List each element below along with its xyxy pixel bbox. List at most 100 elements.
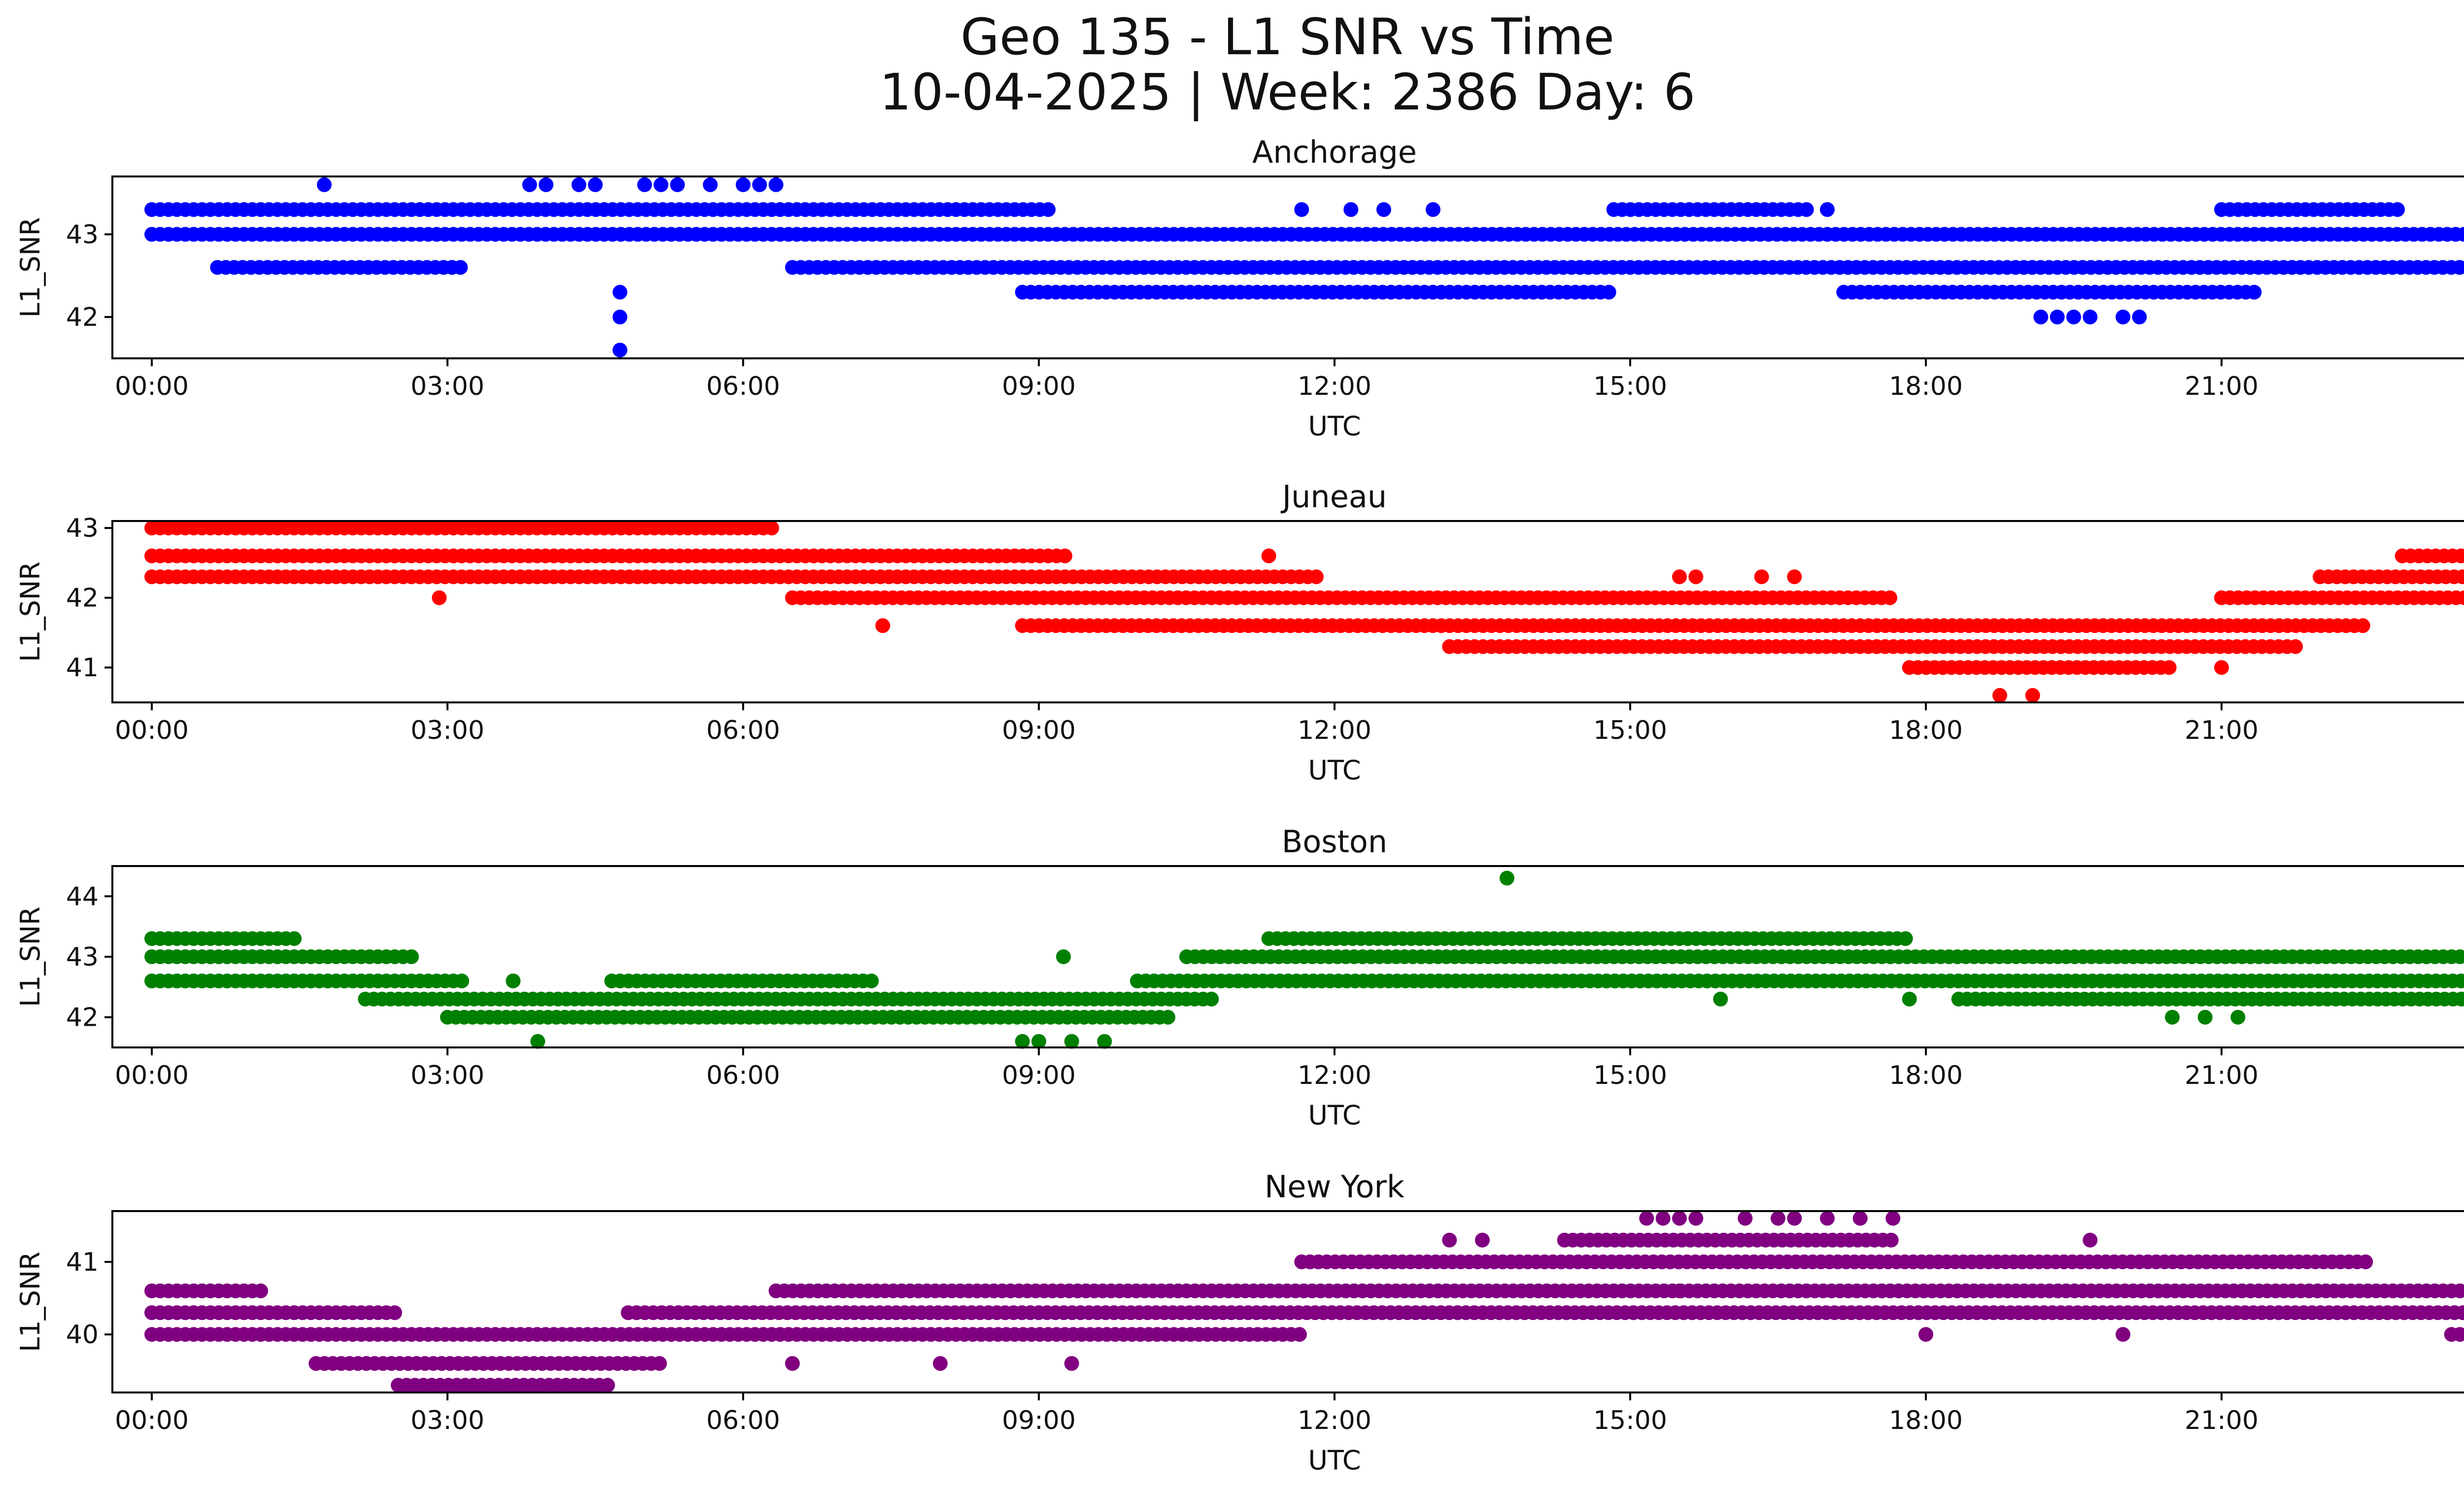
data-point [2455, 1305, 2464, 1321]
data-point [1771, 1211, 1785, 1226]
data-point [2161, 660, 2177, 675]
data-point [1688, 569, 1704, 585]
data-point [613, 310, 627, 325]
data-point [864, 973, 879, 989]
points-group [144, 1211, 2464, 1393]
figure-title-line-2: 10-04-2025 | Week: 2386 Day: 6 [879, 63, 1696, 122]
data-point [1031, 1034, 1046, 1049]
panel-title: Anchorage [1252, 134, 1417, 170]
data-point [1261, 548, 1276, 563]
data-point [454, 973, 469, 989]
data-point [785, 1356, 800, 1371]
data-point [2461, 1285, 2464, 1297]
data-point [404, 949, 419, 964]
panel-title: Juneau [1280, 479, 1387, 515]
data-point [1601, 284, 1616, 300]
data-point [317, 177, 332, 192]
data-point [1738, 1211, 1753, 1226]
chart-panel-1: Juneau 00:00 03:00 06:00 09:00 12:00 15:00 18:0… [15, 479, 2464, 786]
data-point [432, 590, 447, 605]
data-point [875, 618, 890, 633]
data-point [2461, 261, 2464, 274]
data-point [2390, 202, 2405, 217]
data-point [1294, 202, 1309, 217]
x-tick-label: 21:00 [2185, 372, 2259, 401]
x-tick-label: 09:00 [1002, 372, 1076, 401]
data-point [1754, 569, 1769, 585]
data-point [1787, 1211, 1802, 1226]
data-point [2083, 1232, 2098, 1248]
data-point [1713, 991, 1728, 1007]
panel-title: Boston [1282, 824, 1387, 860]
data-point [1161, 1009, 1175, 1025]
data-point [1500, 870, 1514, 886]
data-point [2197, 1009, 2213, 1025]
x-tick-label: 15:00 [1593, 372, 1667, 401]
data-point [2453, 548, 2464, 563]
data-point [1343, 202, 1359, 217]
figure-title-line-1: Geo 135 - L1 SNR vs Time [960, 8, 1614, 67]
y-tick-label: 41 [66, 1248, 99, 1277]
x-tick-label: 03:00 [411, 1406, 484, 1435]
y-tick-label: 44 [66, 882, 99, 911]
x-tick-label: 00:00 [115, 716, 189, 745]
y-axis-label: L1_SNR [15, 906, 46, 1007]
chart-panel-2: Boston 00:00 03:00 06:00 09:00 12:00 15:00 18:0… [15, 824, 2464, 1131]
data-point [2358, 1254, 2373, 1269]
data-point [588, 177, 603, 192]
data-point [2452, 1283, 2464, 1298]
data-point [2461, 1328, 2464, 1341]
data-point [2132, 310, 2147, 325]
y-axis-label: L1_SNR [15, 1252, 46, 1352]
data-point [1064, 1356, 1079, 1371]
data-point [2050, 310, 2065, 325]
data-point [530, 1034, 546, 1049]
data-point [703, 177, 718, 192]
chart-panel-3: New York 00:00 03:00 06:00 09:00 12:00 15:00 18… [15, 1169, 2464, 1476]
data-point [2214, 660, 2229, 675]
data-point [1898, 931, 1913, 946]
data-point [2230, 1009, 2246, 1025]
data-point [1885, 1211, 1901, 1226]
data-point [764, 521, 779, 536]
x-axis-label: UTC [1308, 1445, 1361, 1476]
points-group [144, 521, 2464, 703]
x-tick-label: 00:00 [115, 1406, 189, 1435]
data-point [1015, 1034, 1030, 1049]
data-point [2116, 1327, 2130, 1342]
data-point [2457, 590, 2464, 605]
data-point [670, 177, 685, 192]
data-point [1058, 548, 1072, 563]
data-point [1639, 1211, 1654, 1226]
x-tick-label: 09:00 [1002, 1061, 1076, 1090]
data-point [2453, 949, 2464, 964]
data-point [253, 1283, 268, 1298]
x-tick-label: 15:00 [1593, 1061, 1667, 1090]
x-tick-label: 06:00 [706, 372, 780, 401]
y-tick-label: 43 [66, 514, 99, 543]
x-tick-label: 06:00 [706, 1061, 780, 1090]
x-tick-label: 03:00 [411, 716, 484, 745]
data-point [1292, 1327, 1307, 1342]
data-point [652, 1356, 667, 1371]
data-point [2066, 310, 2081, 325]
y-tick-label: 41 [66, 653, 99, 683]
x-tick-label: 18:00 [1889, 1061, 1963, 1090]
data-point [1799, 202, 1814, 217]
data-point [2025, 688, 2040, 703]
y-tick-label: 40 [66, 1320, 99, 1350]
data-point [2454, 991, 2464, 1007]
data-point [1992, 688, 2007, 703]
x-tick-label: 12:00 [1298, 1061, 1371, 1090]
data-point [2462, 994, 2464, 1004]
data-point [1882, 590, 1897, 605]
data-point [2165, 1009, 2180, 1025]
data-point [387, 1305, 402, 1321]
x-tick-label: 03:00 [411, 372, 484, 401]
data-point [736, 177, 751, 192]
data-point [600, 1378, 615, 1393]
data-point [1426, 202, 1440, 217]
x-tick-label: 15:00 [1593, 1406, 1667, 1435]
data-point [933, 1356, 948, 1371]
